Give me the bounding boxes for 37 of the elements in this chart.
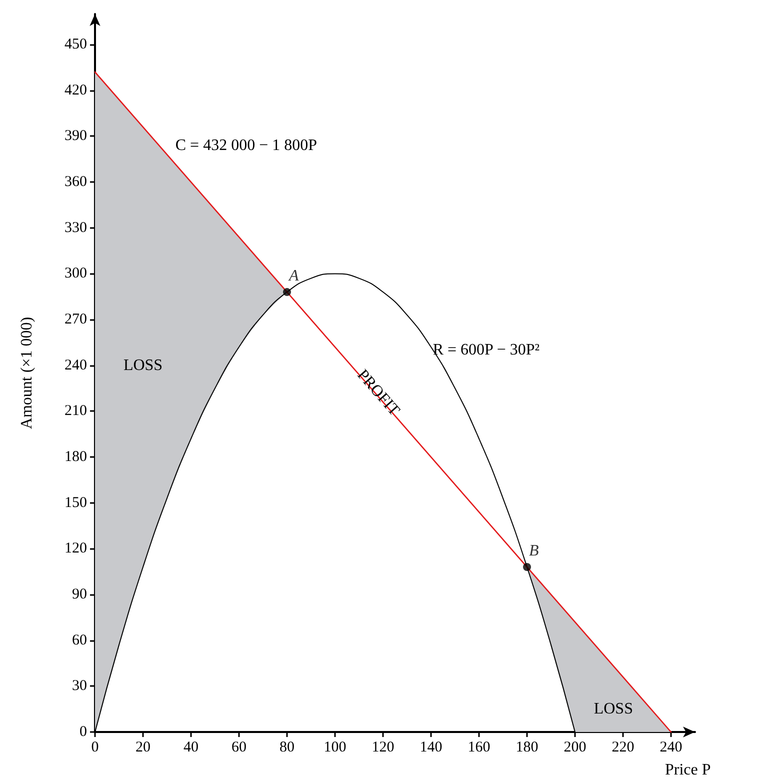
y-tick-label: 390 bbox=[64, 128, 87, 144]
x-tick-label: 220 bbox=[612, 740, 634, 756]
annotation: LOSS bbox=[594, 700, 633, 718]
y-tick-label: 300 bbox=[64, 266, 87, 282]
x-axis-title: Price P bbox=[665, 762, 711, 778]
y-tick-label: 60 bbox=[72, 632, 87, 648]
y-tick-label: 270 bbox=[64, 312, 87, 328]
y-axis-title: Amount (×1 000) bbox=[18, 316, 36, 430]
x-tick-label: 40 bbox=[184, 740, 198, 756]
data-label: A bbox=[288, 268, 299, 285]
y-tick-label: 30 bbox=[72, 678, 87, 694]
x-tick-label: 80 bbox=[280, 740, 294, 756]
x-tick-label: 0 bbox=[91, 740, 99, 756]
x-tick-label: 200 bbox=[564, 740, 586, 756]
y-tick-label: 330 bbox=[64, 220, 87, 236]
y-tick-label: 150 bbox=[64, 494, 87, 511]
y-tick-label: 120 bbox=[64, 540, 87, 557]
y-tick-label: 240 bbox=[64, 357, 87, 374]
y-tick-label: 450 bbox=[64, 36, 87, 53]
annotation: LOSS bbox=[123, 356, 163, 374]
y-tick-label: 210 bbox=[64, 403, 87, 420]
y-tick-label: 0 bbox=[80, 724, 87, 740]
data-label: B bbox=[529, 542, 539, 560]
x-tick-label: 120 bbox=[372, 740, 394, 756]
x-tick-label: 140 bbox=[420, 740, 442, 756]
y-tick-label: 180 bbox=[64, 449, 87, 466]
annotation: C = 432 000 − 1 800P bbox=[175, 136, 318, 154]
x-tick-label: 240 bbox=[660, 740, 682, 756]
x-tick-label: 60 bbox=[232, 740, 246, 756]
x-tick-label: 180 bbox=[516, 740, 538, 756]
x-tick-label: 100 bbox=[324, 740, 346, 756]
x-tick-label: 160 bbox=[468, 740, 490, 756]
y-tick-label: 90 bbox=[72, 586, 87, 603]
y-tick-label: 420 bbox=[64, 82, 87, 98]
y-tick-label: 360 bbox=[64, 174, 87, 190]
x-tick-label: 20 bbox=[136, 740, 150, 756]
annotation: R = 600P − 30P² bbox=[432, 342, 540, 359]
